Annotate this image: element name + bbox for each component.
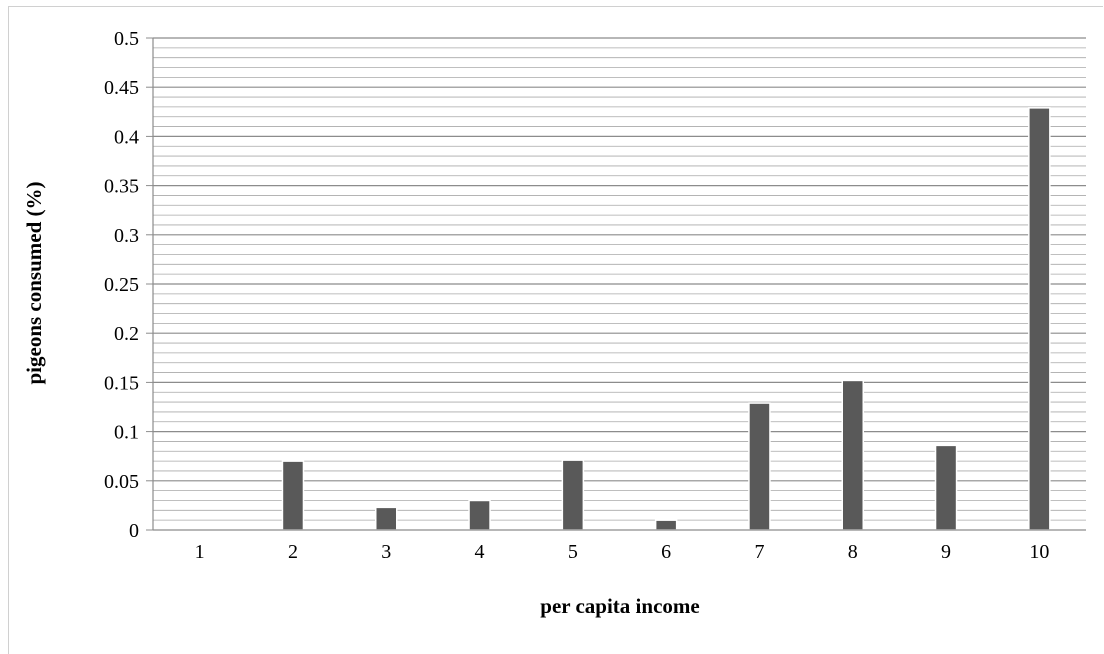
chart-frame: [8, 6, 1103, 654]
y-tick-label: 0.35: [104, 176, 139, 198]
gridlines: [153, 37, 1086, 521]
y-tick-label: 0.1: [114, 422, 139, 444]
x-tick-label: 5: [568, 541, 578, 563]
bar: [748, 402, 771, 531]
y-tick-label: 0.05: [104, 471, 139, 493]
bar: [1028, 107, 1051, 531]
x-tick-label: 6: [661, 541, 671, 563]
y-tick-label: 0.25: [104, 274, 139, 296]
x-tick-label: 9: [941, 541, 951, 563]
bar: [281, 460, 305, 531]
x-axis-title: per capita income: [540, 594, 699, 618]
x-tick-label: 1: [195, 541, 205, 563]
axes: [146, 37, 1086, 531]
x-tick-label: 3: [381, 541, 391, 563]
y-tick-label: 0.15: [104, 372, 139, 394]
bar: [375, 506, 398, 531]
bar: [841, 379, 864, 531]
y-tick-label: 0.3: [114, 225, 139, 247]
y-tick-label: 0.4: [114, 126, 139, 148]
bar: [654, 519, 678, 531]
x-tick-label: 4: [475, 541, 485, 563]
bar: [468, 499, 491, 531]
y-tick-label: 0.5: [114, 28, 139, 50]
x-tick-label: 10: [1029, 541, 1049, 563]
y-tick-label: 0: [129, 520, 139, 542]
y-tick-label: 0.2: [114, 323, 139, 345]
bar: [934, 444, 958, 531]
bars: [281, 107, 1051, 531]
bar: [561, 459, 585, 531]
tick-labels: 0 0.05 0.1 0.15 0.2 0.25 0.3 0.35 0.4 0.45 0.5 1 2 3 4…: [104, 28, 1049, 563]
y-axis-title: pigeons consumed (%): [22, 181, 46, 384]
x-tick-label: 2: [288, 541, 298, 563]
x-tick-label: 7: [754, 541, 764, 563]
y-tick-label: 0.45: [104, 77, 139, 99]
x-tick-label: 8: [848, 541, 858, 563]
